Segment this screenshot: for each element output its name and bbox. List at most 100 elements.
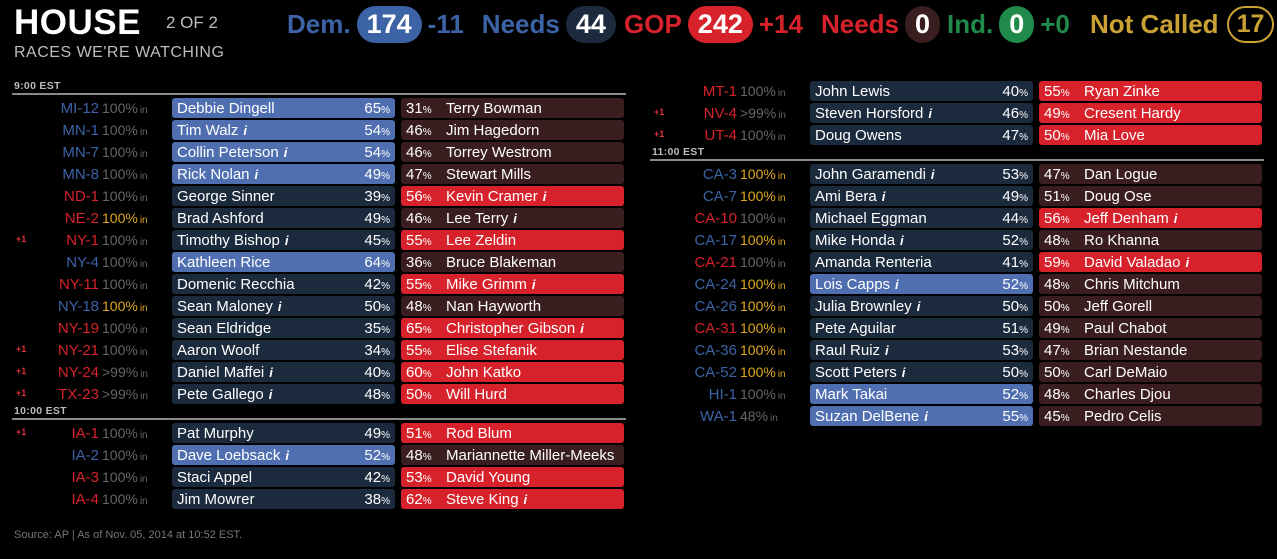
race-row[interactable]: WA-1 48% in Suzan DelBene i 55% 45% Pedro Celis <box>650 405 1264 427</box>
dem-candidate[interactable]: Jim Mowrer 38% <box>172 489 395 509</box>
race-row[interactable]: CA-3 100% in John Garamendi i 53% 47% Dan Logue <box>650 163 1264 185</box>
gop-candidate[interactable]: 50% Mia Love <box>1039 125 1262 145</box>
gop-candidate[interactable]: 49% Cresent Hardy <box>1039 103 1262 123</box>
dem-candidate[interactable]: Pete Aguilar 51% <box>810 318 1033 338</box>
dem-candidate[interactable]: Aaron Woolf 34% <box>172 340 395 360</box>
race-row[interactable]: CA-24 100% in Lois Capps i 52% 48% Chris Mitchu… <box>650 273 1264 295</box>
gop-candidate[interactable]: 49% Paul Chabot <box>1039 318 1262 338</box>
race-row[interactable]: MN-1 100% in Tim Walz i 54% 46% Jim Hagedorn <box>12 119 626 141</box>
dem-candidate[interactable]: Doug Owens 47% <box>810 125 1033 145</box>
race-row[interactable]: MI-12 100% in Debbie Dingell 65% 31% Terry Bow… <box>12 97 626 119</box>
race-row[interactable]: +1 TX-23 >99% in Pete Gallego i 48% 50% Will Hur… <box>12 383 626 405</box>
dem-needs-label: Needs <box>481 8 560 39</box>
gop-candidate[interactable]: 47% Dan Logue <box>1039 164 1262 184</box>
gop-candidate[interactable]: 48% Nan Hayworth <box>401 296 624 316</box>
dem-candidate[interactable]: Ami Bera i 49% <box>810 186 1033 206</box>
dem-candidate[interactable]: Daniel Maffei i 40% <box>172 362 395 382</box>
dem-candidate[interactable]: Steven Horsford i 46% <box>810 103 1033 123</box>
gop-candidate[interactable]: 48% Ro Khanna <box>1039 230 1262 250</box>
race-row[interactable]: CA-10 100% in Michael Eggman 44% 56% Jeff Denh… <box>650 207 1264 229</box>
race-row[interactable]: ND-1 100% in George Sinner 39% 56% Kevin Crame… <box>12 185 626 207</box>
dem-candidate[interactable]: Staci Appel 42% <box>172 467 395 487</box>
gop-candidate[interactable]: 31% Terry Bowman <box>401 98 624 118</box>
gop-candidate[interactable]: 51% Doug Ose <box>1039 186 1262 206</box>
race-row[interactable]: +1 NY-24 >99% in Daniel Maffei i 40% 60% John Ka… <box>12 361 626 383</box>
dem-candidate[interactable]: Timothy Bishop i 45% <box>172 230 395 250</box>
race-row[interactable]: NY-18 100% in Sean Maloney i 50% 48% Nan Haywor… <box>12 295 626 317</box>
race-row[interactable]: NY-19 100% in Sean Eldridge 35% 65% Christophe… <box>12 317 626 339</box>
race-row[interactable]: CA-7 100% in Ami Bera i 49% 51% Doug Ose <box>650 185 1264 207</box>
dem-candidate[interactable]: Mark Takai 52% <box>810 384 1033 404</box>
race-row[interactable]: CA-52 100% in Scott Peters i 50% 50% Carl DeMai… <box>650 361 1264 383</box>
gop-candidate[interactable]: 55% Ryan Zinke <box>1039 81 1262 101</box>
race-row[interactable]: CA-31 100% in Pete Aguilar 51% 49% Paul Chabot <box>650 317 1264 339</box>
dem-candidate[interactable]: Scott Peters i 50% <box>810 362 1033 382</box>
race-row[interactable]: +1 NY-1 100% in Timothy Bishop i 45% 55% Lee Zel… <box>12 229 626 251</box>
gop-candidate[interactable]: 47% Stewart Mills <box>401 164 624 184</box>
gop-candidate[interactable]: 36% Bruce Blakeman <box>401 252 624 272</box>
race-row[interactable]: CA-21 100% in Amanda Renteria 41% 59% David Va… <box>650 251 1264 273</box>
dem-candidate[interactable]: Domenic Recchia 42% <box>172 274 395 294</box>
race-row[interactable]: +1 IA-1 100% in Pat Murphy 49% 51% Rod Blum <box>12 422 626 444</box>
race-row[interactable]: CA-36 100% in Raul Ruiz i 53% 47% Brian Nestand… <box>650 339 1264 361</box>
gop-candidate[interactable]: 59% David Valadao i <box>1039 252 1262 272</box>
dem-candidate[interactable]: Sean Eldridge 35% <box>172 318 395 338</box>
gop-candidate[interactable]: 48% Chris Mitchum <box>1039 274 1262 294</box>
dem-candidate[interactable]: Tim Walz i 54% <box>172 120 395 140</box>
gop-candidate[interactable]: 47% Brian Nestande <box>1039 340 1262 360</box>
race-row[interactable]: MN-8 100% in Rick Nolan i 49% 47% Stewart Mills <box>12 163 626 185</box>
dem-candidate[interactable]: Pete Gallego i 48% <box>172 384 395 404</box>
race-row[interactable]: NY-11 100% in Domenic Recchia 42% 55% Mike Gri… <box>12 273 626 295</box>
gop-candidate[interactable]: 50% Will Hurd <box>401 384 624 404</box>
dem-candidate[interactable]: Dave Loebsack i 52% <box>172 445 395 465</box>
gop-candidate[interactable]: 46% Torrey Westrom <box>401 142 624 162</box>
race-row[interactable]: CA-26 100% in Julia Brownley i 50% 50% Jeff Gor… <box>650 295 1264 317</box>
dem-candidate[interactable]: Debbie Dingell 65% <box>172 98 395 118</box>
gop-candidate[interactable]: 55% Mike Grimm i <box>401 274 624 294</box>
race-row[interactable]: NY-4 100% in Kathleen Rice 64% 36% Bruce Blake… <box>12 251 626 273</box>
dem-candidate[interactable]: Rick Nolan i 49% <box>172 164 395 184</box>
gop-candidate[interactable]: 45% Pedro Celis <box>1039 406 1262 426</box>
race-row[interactable]: MN-7 100% in Collin Peterson i 54% 46% Torrey W… <box>12 141 626 163</box>
race-row[interactable]: CA-17 100% in Mike Honda i 52% 48% Ro Khanna <box>650 229 1264 251</box>
race-row[interactable]: IA-2 100% in Dave Loebsack i 52% 48% Mariannett… <box>12 444 626 466</box>
race-row[interactable]: +1 NV-4 >99% in Steven Horsford i 46% 49% Cresen… <box>650 102 1264 124</box>
race-row[interactable]: IA-4 100% in Jim Mowrer 38% 62% Steve King i <box>12 488 626 510</box>
dem-candidate[interactable]: John Lewis 40% <box>810 81 1033 101</box>
gop-candidate[interactable]: 48% Charles Djou <box>1039 384 1262 404</box>
dem-candidate[interactable]: Raul Ruiz i 53% <box>810 340 1033 360</box>
race-row[interactable]: +1 NY-21 100% in Aaron Woolf 34% 55% Elise Stef… <box>12 339 626 361</box>
dem-candidate[interactable]: Brad Ashford 49% <box>172 208 395 228</box>
dem-candidate[interactable]: Amanda Renteria 41% <box>810 252 1033 272</box>
gop-candidate[interactable]: 48% Mariannette Miller-Meeks <box>401 445 624 465</box>
dem-candidate[interactable]: Collin Peterson i 54% <box>172 142 395 162</box>
race-row[interactable]: HI-1 100% in Mark Takai 52% 48% Charles Djou <box>650 383 1264 405</box>
gop-candidate[interactable]: 56% Kevin Cramer i <box>401 186 624 206</box>
race-row[interactable]: IA-3 100% in Staci Appel 42% 53% David Young <box>12 466 626 488</box>
gop-candidate[interactable]: 65% Christopher Gibson i <box>401 318 624 338</box>
dem-candidate[interactable]: Julia Brownley i 50% <box>810 296 1033 316</box>
gop-candidate[interactable]: 50% Jeff Gorell <box>1039 296 1262 316</box>
gop-candidate[interactable]: 46% Lee Terry i <box>401 208 624 228</box>
dem-candidate[interactable]: Michael Eggman 44% <box>810 208 1033 228</box>
dem-candidate[interactable]: Suzan DelBene i 55% <box>810 406 1033 426</box>
dem-candidate[interactable]: Pat Murphy 49% <box>172 423 395 443</box>
dem-candidate[interactable]: Mike Honda i 52% <box>810 230 1033 250</box>
gop-candidate[interactable]: 51% Rod Blum <box>401 423 624 443</box>
gop-candidate[interactable]: 53% David Young <box>401 467 624 487</box>
gop-candidate[interactable]: 46% Jim Hagedorn <box>401 120 624 140</box>
dem-candidate[interactable]: Kathleen Rice 64% <box>172 252 395 272</box>
dem-candidate[interactable]: Lois Capps i 52% <box>810 274 1033 294</box>
race-row[interactable]: MT-1 100% in John Lewis 40% 55% Ryan Zinke <box>650 80 1264 102</box>
gop-candidate[interactable]: 55% Elise Stefanik <box>401 340 624 360</box>
race-row[interactable]: NE-2 100% in Brad Ashford 49% 46% Lee Terry i <box>12 207 626 229</box>
race-row[interactable]: +1 UT-4 100% in Doug Owens 47% 50% Mia Love <box>650 124 1264 146</box>
dem-candidate[interactable]: George Sinner 39% <box>172 186 395 206</box>
gop-candidate[interactable]: 50% Carl DeMaio <box>1039 362 1262 382</box>
gop-candidate[interactable]: 62% Steve King i <box>401 489 624 509</box>
dem-candidate[interactable]: Sean Maloney i 50% <box>172 296 395 316</box>
dem-candidate[interactable]: John Garamendi i 53% <box>810 164 1033 184</box>
gop-candidate[interactable]: 55% Lee Zeldin <box>401 230 624 250</box>
gop-candidate[interactable]: 60% John Katko <box>401 362 624 382</box>
gop-candidate[interactable]: 56% Jeff Denham i <box>1039 208 1262 228</box>
